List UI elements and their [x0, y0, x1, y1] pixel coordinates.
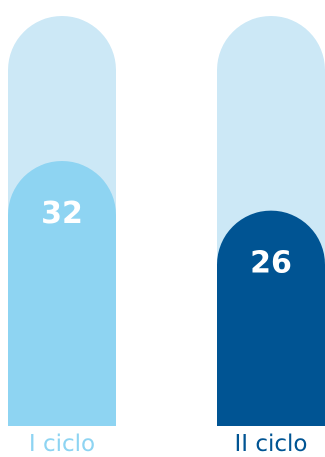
category-label-1: I ciclo: [29, 431, 95, 457]
bar-group-2: 26 II ciclo: [217, 16, 325, 457]
bar-value-label-2: 26: [250, 246, 292, 281]
bar-group-1: 32 I ciclo: [8, 16, 116, 457]
category-label-2: II ciclo: [234, 431, 307, 457]
bar-2: [217, 210, 325, 426]
bar-value-label-1: 32: [41, 196, 83, 231]
bar-1: [8, 160, 116, 426]
